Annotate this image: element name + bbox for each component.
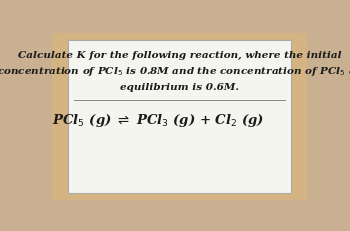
Text: concentration of PCl$_5$ is 0.8M and the concentration of PCl$_5$ at: concentration of PCl$_5$ is 0.8M and the… (0, 65, 350, 78)
Text: equilibrium is 0.6M.: equilibrium is 0.6M. (120, 83, 239, 92)
Text: PCl$_5$ (g) $\rightleftharpoons$ PCl$_3$ (g) + Cl$_2$ (g): PCl$_5$ (g) $\rightleftharpoons$ PCl$_3$… (51, 112, 264, 129)
FancyBboxPatch shape (68, 40, 290, 193)
Text: Calculate K for the following reaction, where the initial: Calculate K for the following reaction, … (18, 51, 341, 60)
FancyBboxPatch shape (52, 33, 307, 200)
